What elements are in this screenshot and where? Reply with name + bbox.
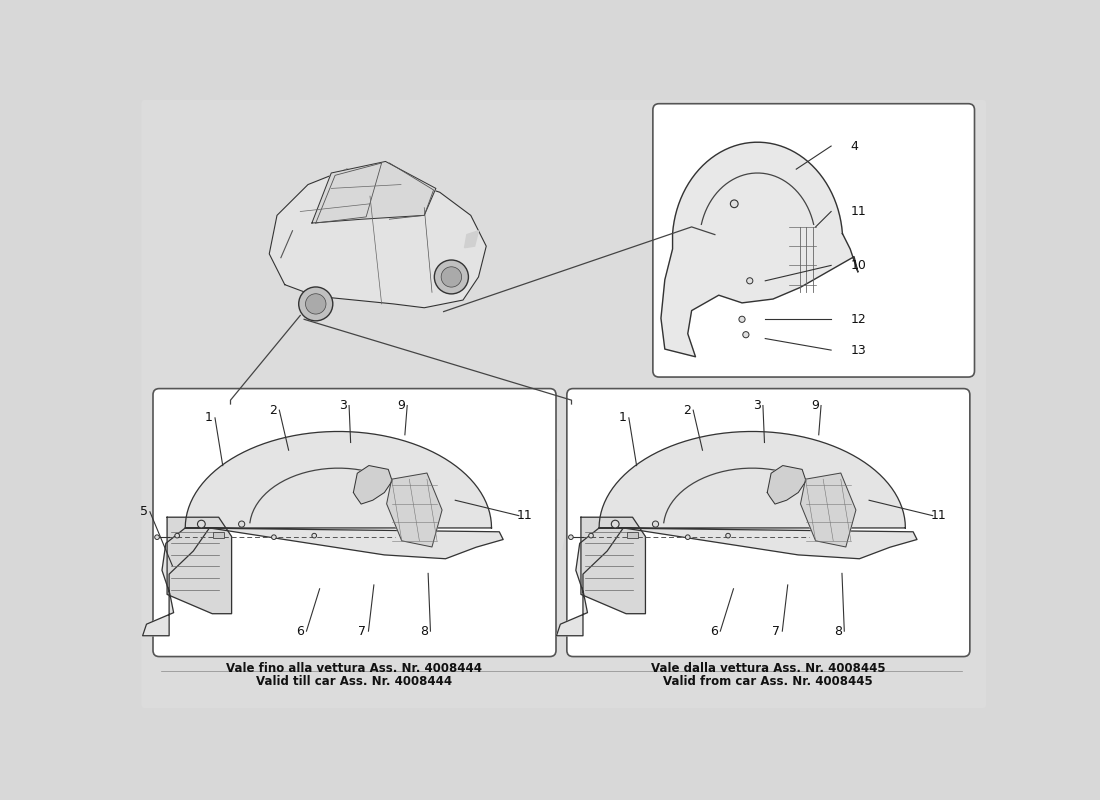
Text: eurospares: eurospares bbox=[265, 458, 862, 550]
Ellipse shape bbox=[742, 332, 749, 338]
Text: 8: 8 bbox=[420, 625, 428, 638]
Text: 13: 13 bbox=[850, 344, 867, 357]
Ellipse shape bbox=[588, 534, 593, 538]
Bar bbox=[213, 532, 224, 538]
Ellipse shape bbox=[612, 520, 619, 528]
Ellipse shape bbox=[434, 260, 469, 294]
Ellipse shape bbox=[239, 521, 245, 527]
Text: 6: 6 bbox=[296, 625, 305, 638]
Text: 8: 8 bbox=[834, 625, 843, 638]
Text: 3: 3 bbox=[752, 399, 761, 412]
FancyBboxPatch shape bbox=[142, 100, 986, 708]
Ellipse shape bbox=[652, 521, 659, 527]
Text: 2: 2 bbox=[683, 404, 691, 417]
Polygon shape bbox=[661, 142, 858, 357]
Text: 10: 10 bbox=[850, 259, 867, 272]
Ellipse shape bbox=[730, 200, 738, 208]
Bar bbox=[627, 532, 638, 538]
Ellipse shape bbox=[739, 316, 745, 322]
Polygon shape bbox=[353, 466, 393, 504]
Polygon shape bbox=[312, 162, 436, 223]
Ellipse shape bbox=[272, 535, 276, 539]
Polygon shape bbox=[768, 466, 806, 504]
Ellipse shape bbox=[312, 534, 317, 538]
Ellipse shape bbox=[299, 287, 333, 321]
Text: 7: 7 bbox=[359, 625, 366, 638]
FancyBboxPatch shape bbox=[566, 389, 970, 657]
Ellipse shape bbox=[175, 534, 179, 538]
Text: 1: 1 bbox=[205, 411, 212, 424]
Polygon shape bbox=[386, 473, 442, 547]
Text: 11: 11 bbox=[850, 205, 867, 218]
Text: 11: 11 bbox=[517, 509, 532, 522]
Text: Vale fino alla vettura Ass. Nr. 4008444: Vale fino alla vettura Ass. Nr. 4008444 bbox=[227, 662, 483, 675]
Text: 11: 11 bbox=[931, 509, 947, 522]
FancyBboxPatch shape bbox=[153, 389, 556, 657]
Text: 5: 5 bbox=[140, 506, 147, 518]
Ellipse shape bbox=[306, 294, 326, 314]
Ellipse shape bbox=[685, 535, 690, 539]
Text: 9: 9 bbox=[811, 399, 818, 412]
Ellipse shape bbox=[441, 266, 462, 287]
Ellipse shape bbox=[726, 534, 730, 538]
Polygon shape bbox=[143, 431, 503, 636]
Polygon shape bbox=[581, 518, 646, 614]
Text: 3: 3 bbox=[339, 399, 346, 412]
Text: Valid from car Ass. Nr. 4008445: Valid from car Ass. Nr. 4008445 bbox=[663, 674, 873, 688]
Ellipse shape bbox=[198, 520, 206, 528]
Text: 1: 1 bbox=[618, 411, 627, 424]
Polygon shape bbox=[801, 473, 856, 547]
Ellipse shape bbox=[569, 535, 573, 539]
Text: Valid till car Ass. Nr. 4008444: Valid till car Ass. Nr. 4008444 bbox=[256, 674, 452, 688]
Polygon shape bbox=[167, 518, 232, 614]
Polygon shape bbox=[464, 230, 478, 248]
Text: 2: 2 bbox=[270, 404, 277, 417]
Text: 7: 7 bbox=[772, 625, 780, 638]
Text: 9: 9 bbox=[397, 399, 405, 412]
Text: 4: 4 bbox=[850, 139, 858, 153]
Polygon shape bbox=[270, 169, 486, 308]
Ellipse shape bbox=[155, 535, 160, 539]
Ellipse shape bbox=[747, 278, 752, 284]
Text: 12: 12 bbox=[850, 313, 867, 326]
Text: Vale dalla vettura Ass. Nr. 4008445: Vale dalla vettura Ass. Nr. 4008445 bbox=[651, 662, 886, 675]
Polygon shape bbox=[557, 431, 917, 636]
Text: 6: 6 bbox=[711, 625, 718, 638]
FancyBboxPatch shape bbox=[653, 104, 975, 377]
